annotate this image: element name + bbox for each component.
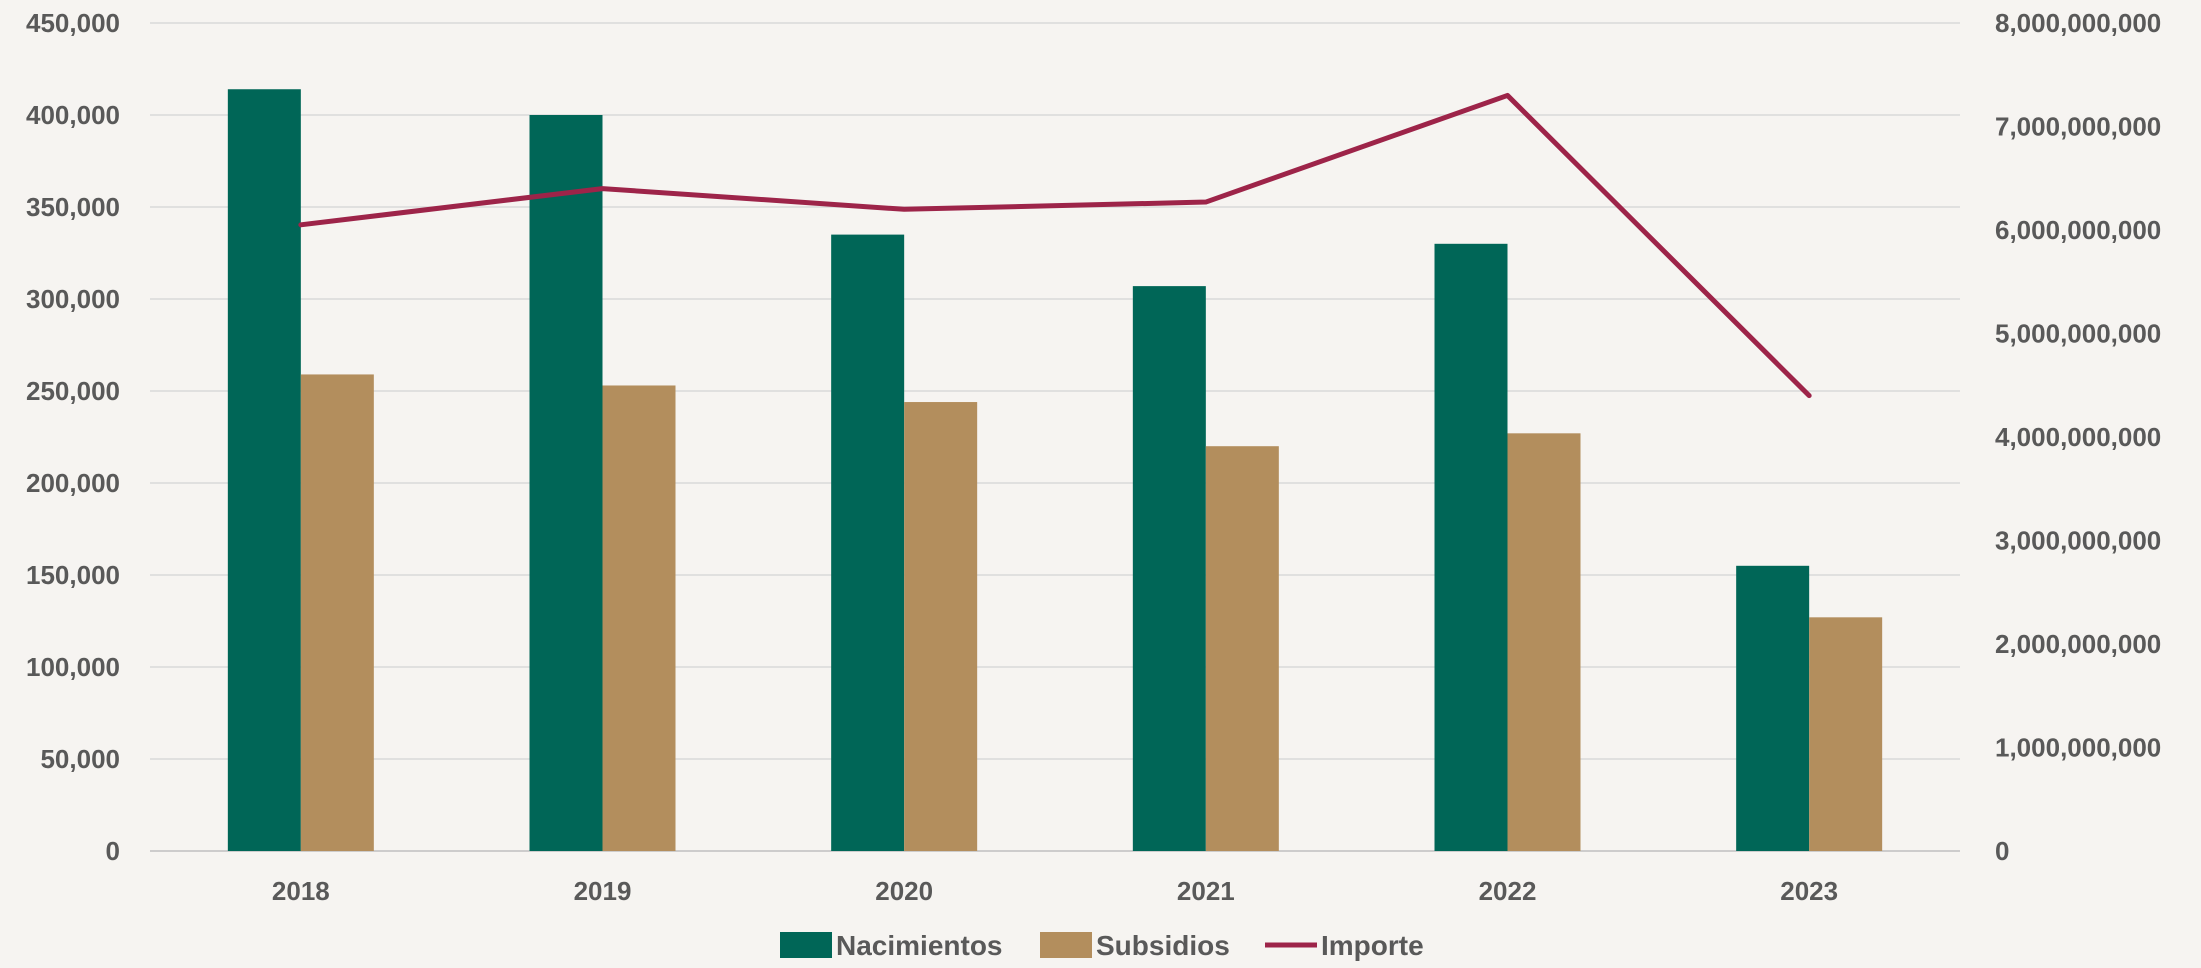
y-right-tick-label: 0: [1995, 836, 2009, 866]
legend-label: Subsidios: [1096, 930, 1230, 961]
bar-subsidios: [300, 374, 374, 851]
y-right-tick-label: 6,000,000,000: [1995, 215, 2161, 245]
legend: Nacimientos Subsidios Importe: [780, 930, 1424, 961]
bar-subsidios: [1809, 617, 1883, 851]
y-left-tick-label: 100,000: [26, 652, 120, 682]
bar-subsidios: [1205, 446, 1279, 851]
legend-label: Nacimientos: [836, 930, 1003, 961]
y-right-tick-label: 5,000,000,000: [1995, 319, 2161, 349]
bar-nacimientos: [1434, 243, 1508, 852]
y-right-tick-label: 8,000,000,000: [1995, 8, 2161, 38]
y-right-tick-label: 3,000,000,000: [1995, 526, 2161, 556]
axis-labels: 0 50,000 100,000 150,000 200,000 250,000 300,0…: [26, 8, 2161, 906]
line-importe: [298, 92, 1812, 399]
legend-swatch: [1040, 932, 1092, 958]
bars: [227, 89, 1883, 852]
y-left-tick-label: 0: [106, 836, 120, 866]
y-left-tick-label: 450,000: [26, 8, 120, 38]
y-left-tick-label: 350,000: [26, 192, 120, 222]
x-tick-label: 2018: [272, 876, 330, 906]
x-tick-label: 2022: [1479, 876, 1537, 906]
y-left-tick-label: 250,000: [26, 376, 120, 406]
bar-nacimientos: [529, 115, 603, 851]
y-right-tick-label: 7,000,000,000: [1995, 112, 2161, 142]
bar-nacimientos: [1132, 286, 1206, 851]
legend-label: Importe: [1321, 930, 1424, 961]
bar-subsidios: [1507, 433, 1581, 851]
bar-subsidios: [904, 402, 978, 851]
y-left-tick-label: 150,000: [26, 560, 120, 590]
x-tick-label: 2019: [574, 876, 632, 906]
y-right-tick-label: 4,000,000,000: [1995, 422, 2161, 452]
y-right-tick-label: 2,000,000,000: [1995, 629, 2161, 659]
y-left-tick-label: 200,000: [26, 468, 120, 498]
y-left-tick-label: 400,000: [26, 100, 120, 130]
bar-subsidios: [602, 385, 676, 851]
x-tick-label: 2021: [1177, 876, 1235, 906]
importe-line-group: [298, 92, 1812, 399]
bar-nacimientos: [227, 89, 301, 852]
x-tick-label: 2020: [875, 876, 933, 906]
gridlines: [150, 22, 1960, 852]
y-left-tick-label: 300,000: [26, 284, 120, 314]
bar-nacimientos: [1736, 565, 1810, 851]
y-left-tick-label: 50,000: [40, 744, 120, 774]
bar-nacimientos: [831, 234, 905, 852]
x-tick-label: 2023: [1780, 876, 1838, 906]
y-right-tick-label: 1,000,000,000: [1995, 733, 2161, 763]
legend-swatch: [780, 932, 832, 958]
